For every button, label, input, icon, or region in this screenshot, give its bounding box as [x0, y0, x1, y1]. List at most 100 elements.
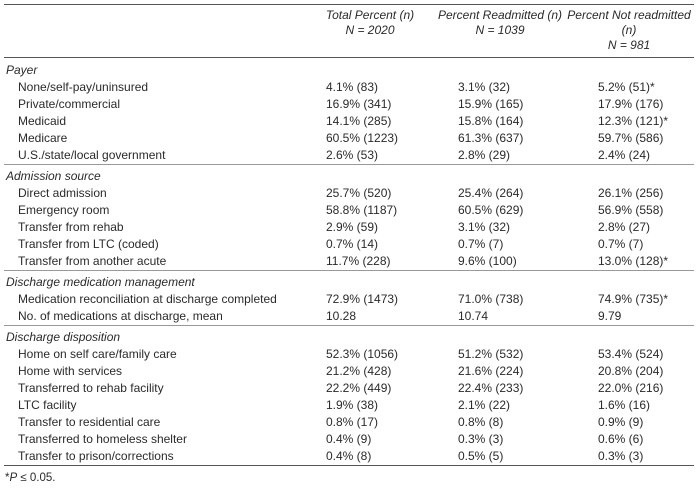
- cell-value: 56.9% (558): [598, 203, 664, 217]
- table-row: None/self-pay/uninsured 4.1% (83) 3.1% (32…: [4, 79, 694, 96]
- cell-value: 4.1% (83): [326, 80, 379, 94]
- cell-value: 14.1% (285): [326, 114, 392, 128]
- section-title: Payer: [6, 63, 38, 77]
- cell-value: 0.4% (8): [326, 449, 372, 463]
- table-row: Transfer to prison/corrections 0.4% (8) 0.…: [4, 448, 694, 466]
- row-label: Transfer from LTC (coded): [18, 237, 159, 251]
- row-label: None/self-pay/uninsured: [18, 80, 149, 94]
- section-header-row: Admission source: [4, 165, 694, 185]
- table-row: Medication reconciliation at discharge c…: [4, 291, 694, 308]
- cell-value: 21.6% (224): [458, 364, 524, 378]
- table-body: Payer None/self-pay/uninsured 4.1% (83) 3.1…: [4, 58, 694, 466]
- cell-value: 0.7% (7): [458, 237, 504, 251]
- row-label: Transfer to prison/corrections: [18, 449, 174, 463]
- cell-value: 60.5% (629): [458, 203, 524, 217]
- cell-value: 10.28: [326, 309, 357, 323]
- cell-value: 60.5% (1223): [326, 131, 399, 145]
- cell-value: 61.3% (637): [458, 131, 524, 145]
- cell-value: 0.3% (3): [458, 432, 504, 446]
- cell-value: 16.9% (341): [326, 97, 392, 111]
- table-row: Transfer from another acute 11.7% (228) 9.…: [4, 253, 694, 271]
- data-table: Total Percent (n) N = 2020 Percent Readm…: [4, 4, 694, 486]
- cell-value: 51.2% (532): [458, 347, 524, 361]
- cell-value: 22.0% (216): [598, 381, 664, 395]
- cell-value: 72.9% (1473): [326, 292, 399, 306]
- cell-value: 0.7% (7): [598, 237, 644, 251]
- column-header-readmitted-n: N = 1039: [475, 23, 525, 37]
- section-title: Admission source: [6, 169, 101, 183]
- cell-value: 15.8% (164): [458, 114, 524, 128]
- table-row: Medicaid 14.1% (285) 15.8% (164) 12.3% (121…: [4, 113, 694, 130]
- cell-value: 20.8% (204): [598, 364, 664, 378]
- cell-value: 2.6% (53): [326, 148, 379, 162]
- column-header-readmitted: Percent Readmitted (n) N = 1039: [436, 5, 564, 58]
- row-label: LTC facility: [18, 398, 77, 412]
- cell-value: 53.4% (524): [598, 347, 664, 361]
- cell-value: 5.2% (51)*: [598, 80, 655, 94]
- cell-value: 22.2% (449): [326, 381, 392, 395]
- cell-value: 1.9% (38): [326, 398, 379, 412]
- row-label: Home on self care/family care: [18, 347, 177, 361]
- table-row: No. of medications at discharge, mean 10.…: [4, 308, 694, 326]
- cell-value: 71.0% (738): [458, 292, 524, 306]
- column-header-total: Total Percent (n) N = 2020: [304, 5, 436, 58]
- table-row: Transfer from LTC (coded) 0.7% (14) 0.7% (…: [4, 236, 694, 253]
- cell-value: 26.1% (256): [598, 186, 664, 200]
- column-header-readmitted-title: Percent Readmitted (n): [437, 8, 563, 22]
- column-header-total-n: N = 2020: [345, 23, 395, 37]
- cell-value: 3.1% (32): [458, 80, 511, 94]
- row-label: Medicare: [18, 131, 68, 145]
- table-row: Transferred to rehab facility 22.2% (449)…: [4, 380, 694, 397]
- footnote-p: P: [9, 472, 18, 484]
- cell-value: 11.7% (228): [326, 254, 391, 268]
- table-row: Direct admission 25.7% (520) 25.4% (264) 26…: [4, 185, 694, 202]
- cell-value: 15.9% (165): [458, 97, 524, 111]
- column-header-not-readmitted: Percent Not readmitted (n) N = 981: [564, 5, 694, 58]
- section-divider: [4, 325, 694, 326]
- cell-value: 9.79: [598, 309, 622, 323]
- row-label: Emergency room: [18, 203, 110, 217]
- cell-value: 59.7% (586): [598, 131, 664, 145]
- table-row: Transfer to residential care 0.8% (17) 0.8…: [4, 414, 694, 431]
- section-header-row: Payer: [4, 58, 694, 80]
- cell-value: 0.8% (8): [458, 415, 504, 429]
- table-row: Home with services 21.2% (428) 21.6% (224)…: [4, 363, 694, 380]
- row-label: Medication reconciliation at discharge c…: [18, 292, 277, 306]
- cell-value: 2.9% (59): [326, 220, 379, 234]
- footnote: *P ≤ 0.05.: [4, 465, 694, 486]
- table-row: Home on self care/family care 52.3% (1056…: [4, 346, 694, 363]
- cell-value: 0.7% (14): [326, 237, 379, 251]
- table-row: Private/commercial 16.9% (341) 15.9% (165)…: [4, 96, 694, 113]
- table-row: U.S./state/local government 2.6% (53) 2.8%…: [4, 147, 694, 165]
- cell-value: 12.3% (121)*: [598, 114, 669, 128]
- cell-value: 52.3% (1056): [326, 347, 399, 361]
- cell-value: 25.4% (264): [458, 186, 524, 200]
- column-header-total-title: Total Percent (n): [325, 8, 415, 22]
- table-row: Transferred to homeless shelter 0.4% (9) 0…: [4, 431, 694, 448]
- cell-value: 0.8% (17): [326, 415, 379, 429]
- row-label: Medicaid: [18, 114, 67, 128]
- section-header-row: Discharge disposition: [4, 326, 694, 346]
- row-label: Direct admission: [18, 186, 107, 200]
- row-label: Transfer to residential care: [18, 415, 161, 429]
- table-footer: *P ≤ 0.05.: [4, 465, 694, 486]
- section-title: Discharge medication management: [6, 275, 195, 289]
- cell-value: 17.9% (176): [598, 97, 664, 111]
- cell-value: 2.8% (29): [458, 148, 511, 162]
- header-blank: [4, 5, 304, 58]
- section-header-row: Discharge medication management: [4, 271, 694, 291]
- row-label: U.S./state/local government: [18, 148, 166, 162]
- cell-value: 21.2% (428): [326, 364, 392, 378]
- cell-value: 0.4% (9): [326, 432, 372, 446]
- cell-value: 22.4% (233): [458, 381, 524, 395]
- cell-value: 74.9% (735)*: [598, 292, 669, 306]
- section-divider: [4, 270, 694, 271]
- cell-value: 58.8% (1187): [326, 203, 398, 217]
- cell-value: 0.6% (6): [598, 432, 644, 446]
- cell-value: 0.3% (3): [598, 449, 644, 463]
- cell-value: 9.6% (100): [458, 254, 517, 268]
- row-label: No. of medications at discharge, mean: [18, 309, 223, 323]
- cell-value: 1.6% (16): [598, 398, 651, 412]
- table-row: LTC facility 1.9% (38) 2.1% (22) 1.6% (16): [4, 397, 694, 414]
